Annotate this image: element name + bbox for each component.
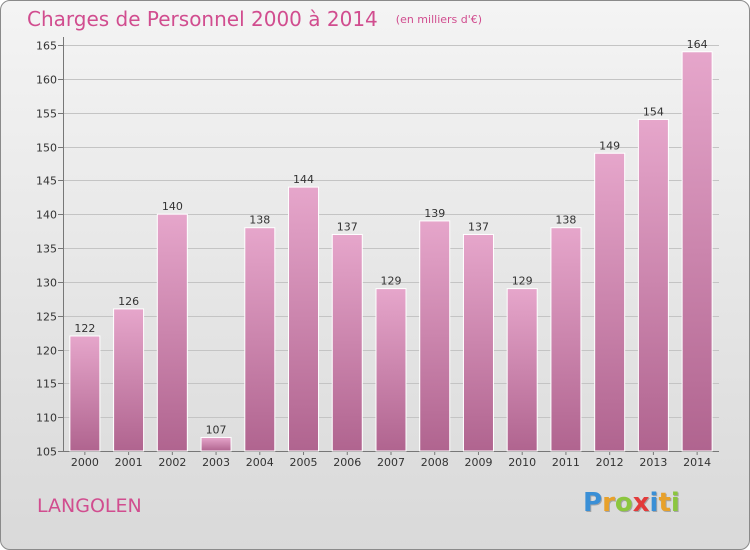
place-name: LANGOLEN: [37, 495, 142, 517]
brand-letter: i: [670, 488, 680, 518]
bar: [419, 220, 451, 452]
data-label: 154: [643, 105, 664, 118]
bar: [462, 233, 494, 452]
x-tick-label: 2008: [421, 456, 449, 469]
unit-text: (en milliers d'€): [395, 13, 483, 26]
x-tick-label: 2009: [464, 456, 492, 469]
y-tick-label: 105: [36, 446, 57, 459]
x-tick-label: 2002: [158, 456, 186, 469]
x-tick-label: 2012: [596, 456, 624, 469]
y-tick-label: 150: [36, 142, 57, 155]
brand-letter: t: [658, 488, 671, 518]
data-label: 129: [381, 275, 402, 288]
y-tick-label: 130: [36, 277, 57, 290]
y-tick-label: 110: [36, 412, 57, 425]
y-tick-label: 145: [36, 175, 57, 188]
bar: [288, 186, 320, 452]
data-label: 126: [118, 295, 139, 308]
brand-letter: x: [632, 488, 650, 518]
data-label: 137: [337, 220, 358, 233]
title-text: Charges de Personnel 2000 à 2014: [27, 7, 378, 31]
bar: [69, 335, 101, 452]
y-tick-label: 125: [36, 311, 57, 324]
x-tick-label: 2007: [377, 456, 405, 469]
chart-title: Charges de Personnel 2000 à 2014 (en mill…: [27, 7, 482, 31]
x-tick-label: 2005: [290, 456, 318, 469]
data-label: 140: [162, 200, 183, 213]
bar: [681, 51, 713, 452]
bar: [375, 288, 407, 452]
y-tick-label: 140: [36, 209, 57, 222]
y-tick-label: 135: [36, 243, 57, 256]
x-tick-labels: 2000 2001 2002 2003 2004 2005 2006 2007 2008 2009…: [71, 456, 711, 469]
bar: [156, 213, 188, 452]
brand-letter: i: [649, 488, 659, 518]
data-label: 137: [468, 220, 489, 233]
data-label: 164: [687, 38, 708, 51]
data-label: 149: [599, 139, 620, 152]
brand-logo: Proxiti: [583, 488, 680, 518]
y-tick-label: 165: [36, 40, 57, 53]
data-label: 107: [206, 423, 227, 436]
y-tick-label: 160: [36, 74, 57, 87]
brand-letter: o: [614, 488, 633, 518]
bars: [69, 51, 713, 452]
x-tick-label: 2006: [333, 456, 361, 469]
y-tick-label: 155: [36, 108, 57, 121]
bar: [594, 152, 626, 452]
y-tick-label: 115: [36, 378, 57, 391]
x-tick-label: 2000: [71, 456, 99, 469]
bar: [113, 308, 145, 452]
data-label: 129: [512, 275, 533, 288]
bar: [637, 118, 669, 452]
x-tick-label: 2011: [552, 456, 580, 469]
data-label: 122: [74, 322, 95, 335]
data-label: 144: [293, 173, 314, 186]
brand-letter: P: [583, 488, 603, 518]
x-tick-label: 2003: [202, 456, 230, 469]
x-tick-label: 2010: [508, 456, 536, 469]
x-tick-label: 2001: [115, 456, 143, 469]
y-tick-label: 120: [36, 345, 57, 358]
bar: [244, 227, 276, 452]
data-labels: 122 126 140 107 138 144 137 129 139 137 129 138 149 1…: [74, 38, 707, 437]
x-tick-label: 2014: [683, 456, 711, 469]
x-tick-label: 2004: [246, 456, 274, 469]
data-label: 139: [424, 207, 445, 220]
bar: [331, 233, 363, 452]
data-label: 138: [555, 214, 576, 227]
bar: [550, 227, 582, 452]
data-label: 138: [249, 214, 270, 227]
brand-letter: r: [602, 488, 615, 518]
bar: [200, 436, 232, 452]
y-tick-labels: 105 110 115 120 125 130 135 140 145 150 155 160 165: [36, 40, 57, 459]
bar: [506, 288, 538, 452]
x-tick-label: 2013: [639, 456, 667, 469]
